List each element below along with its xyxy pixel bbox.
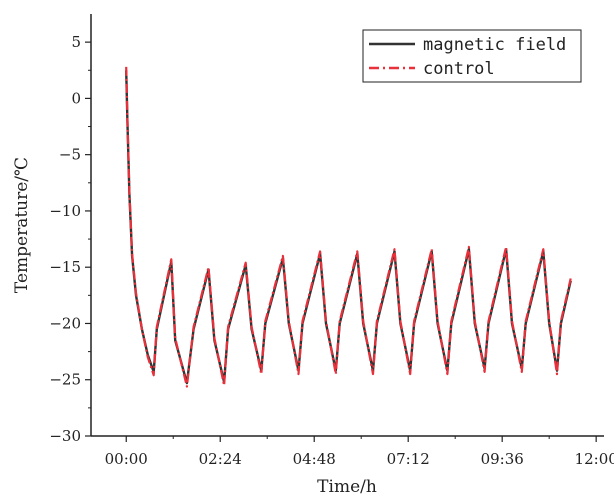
x-tick-label: 12:00 [575,450,614,468]
y-tick-label: −20 [49,314,81,332]
y-tick-label: −10 [49,202,81,220]
y-tick-label: 5 [71,33,81,51]
x-tick-label: 09:36 [481,450,524,468]
legend-label-control: control [423,59,495,79]
y-axis-title: Temperature/℃ [12,157,32,293]
y-tick-label: 0 [71,89,81,107]
y-tick-label: −25 [49,371,81,389]
x-axis-title: Time/h [317,477,377,497]
x-tick-label: 04:48 [293,450,336,468]
legend: magnetic field control [363,30,581,82]
y-tick-label: −30 [49,427,81,445]
legend-label-magnetic-field: magnetic field [423,35,566,55]
y-tick-label: −5 [59,146,81,164]
x-tick-label: 00:00 [105,450,148,468]
x-tick-label: 02:24 [199,450,242,468]
x-tick-label: 07:12 [387,450,430,468]
ticks-layer: 5 0 −5 −10 −15 −20 −25 −30 00:00 02:24 04:48 07:12 0… [49,33,614,468]
y-tick-label: −15 [49,258,81,276]
series-layer [126,67,571,387]
